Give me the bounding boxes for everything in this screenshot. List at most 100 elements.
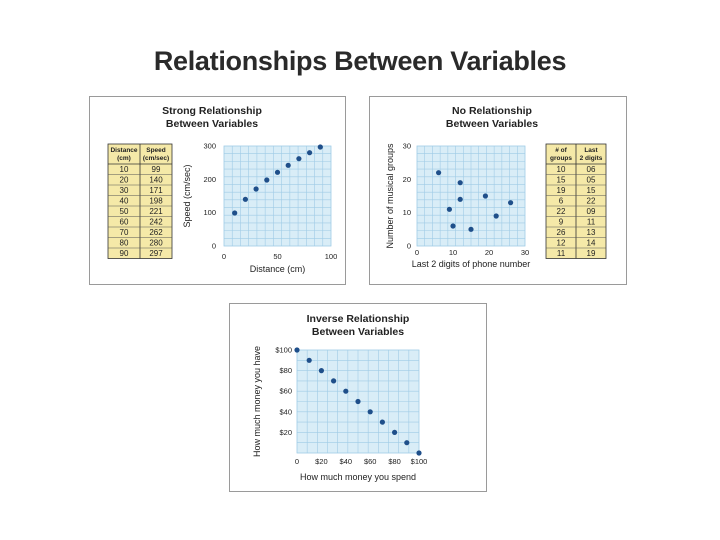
data-point xyxy=(379,419,385,425)
data-point xyxy=(446,206,452,212)
table-cell: 70 xyxy=(120,228,129,237)
table-cell: 11 xyxy=(557,249,566,258)
chart-title-line: Between Variables xyxy=(446,118,538,130)
table-cell: 221 xyxy=(149,207,163,216)
data-point xyxy=(264,177,270,183)
data-point xyxy=(450,223,456,229)
y-tick-label: $40 xyxy=(279,407,292,416)
table-cell: 9 xyxy=(559,218,564,227)
y-axis-label: Speed (cm/sec) xyxy=(182,164,192,227)
table-cell: 14 xyxy=(587,239,596,248)
x-tick-label: $20 xyxy=(315,457,328,466)
x-axis-label: Last 2 digits of phone number xyxy=(412,259,531,269)
table-cell: 12 xyxy=(557,239,566,248)
data-point xyxy=(318,368,324,374)
y-tick-label: 10 xyxy=(403,208,411,217)
table-header: Speed xyxy=(146,147,166,154)
table-cell: 10 xyxy=(557,165,566,174)
chart-title-line: No Relationship xyxy=(452,105,532,117)
data-point xyxy=(457,180,463,186)
y-tick-label: 0 xyxy=(212,242,216,251)
y-tick-label: $20 xyxy=(279,428,292,437)
table-cell: 11 xyxy=(587,218,596,227)
table-cell: 22 xyxy=(557,207,566,216)
y-axis-label: Number of musical groups xyxy=(385,143,395,249)
table-cell: 40 xyxy=(120,197,129,206)
table-cell: 60 xyxy=(120,218,129,227)
data-point xyxy=(457,196,463,202)
table-cell: 171 xyxy=(149,186,163,195)
data-point xyxy=(468,226,474,232)
table-cell: 19 xyxy=(587,249,596,258)
data-point xyxy=(232,210,238,216)
data-point xyxy=(331,378,337,384)
data-point xyxy=(306,357,312,363)
table-header: Distance xyxy=(110,147,137,154)
table-cell: 15 xyxy=(557,176,566,185)
table-cell: 90 xyxy=(120,249,129,258)
y-tick-label: 300 xyxy=(203,142,216,151)
data-point xyxy=(296,156,302,162)
table-cell: 262 xyxy=(149,228,163,237)
data-point xyxy=(274,169,281,175)
no-relationship-panel: No Relationship Between Variables 0 10 20 30 0… xyxy=(369,96,627,285)
chart-title-line: Inverse Relationship xyxy=(307,313,410,325)
x-tick-label: $100 xyxy=(411,457,428,466)
data-point xyxy=(493,213,499,219)
x-tick-label: $40 xyxy=(340,457,353,466)
data-point xyxy=(508,200,514,206)
table-cell: 80 xyxy=(120,239,129,248)
table-cell: 20 xyxy=(120,176,129,185)
table-cell: 05 xyxy=(587,176,596,185)
data-point xyxy=(242,196,248,202)
table-header: groups xyxy=(550,155,572,162)
data-point xyxy=(404,440,410,446)
table-header: 2 digits xyxy=(580,155,603,162)
y-tick-label: $80 xyxy=(279,366,292,375)
strong-relationship-panel: Strong Relationship Between Variables 0 100… xyxy=(89,96,346,285)
table-cell: 30 xyxy=(120,186,129,195)
table-header: # of xyxy=(555,147,567,154)
x-tick-label: 50 xyxy=(273,252,281,261)
y-tick-label: 200 xyxy=(203,175,216,184)
x-tick-label: 0 xyxy=(415,248,419,257)
x-tick-label: $60 xyxy=(364,457,377,466)
table-cell: 15 xyxy=(587,186,596,195)
x-axis-label: How much money you spend xyxy=(300,472,416,482)
data-point xyxy=(367,409,373,415)
x-tick-label: 20 xyxy=(485,248,493,257)
x-tick-label: $80 xyxy=(388,457,401,466)
x-tick-label: 30 xyxy=(521,248,529,257)
chart-title-line: Strong Relationship xyxy=(162,105,262,117)
y-tick-label: $100 xyxy=(275,346,292,355)
chart-title-line: Between Variables xyxy=(312,326,404,338)
data-point xyxy=(355,398,361,405)
data-point xyxy=(392,429,398,435)
data-point xyxy=(253,186,259,192)
data-point xyxy=(317,144,323,150)
table-cell: 19 xyxy=(557,186,566,195)
data-point xyxy=(285,162,291,168)
table-cell: 297 xyxy=(149,249,163,258)
data-point xyxy=(294,347,300,353)
y-tick-label: 20 xyxy=(403,175,411,184)
table-header: Last xyxy=(584,147,598,154)
page-title: Relationships Between Variables xyxy=(153,46,567,76)
data-point xyxy=(436,170,442,176)
plot-area xyxy=(223,145,332,247)
x-tick-label: 0 xyxy=(222,252,226,261)
data-point xyxy=(307,150,313,156)
x-tick-label: 0 xyxy=(295,457,299,466)
y-axis-label: How much money you have xyxy=(252,346,262,457)
table-cell: 140 xyxy=(149,176,163,185)
x-tick-label: 10 xyxy=(449,248,457,257)
table-cell: 06 xyxy=(587,165,596,174)
y-tick-label: $60 xyxy=(279,387,292,396)
table-cell: 280 xyxy=(149,239,163,248)
y-tick-label: 30 xyxy=(403,142,411,151)
table-cell: 26 xyxy=(557,228,566,237)
chart-title-line: Between Variables xyxy=(166,118,258,130)
